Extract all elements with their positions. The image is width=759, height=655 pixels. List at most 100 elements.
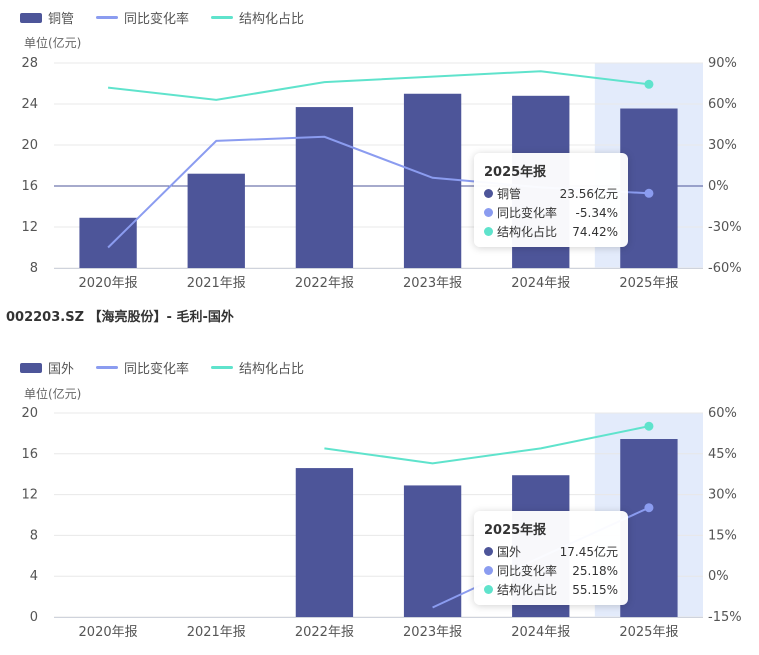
legend-item-bar[interactable]: 国外: [20, 358, 74, 377]
legend-line-swatch: [96, 366, 119, 369]
tooltip-row: 结构化占比 55.15%: [484, 580, 618, 599]
x-tick-label: 2024年报: [511, 276, 570, 291]
unit-label: 单位(亿元): [24, 387, 82, 401]
x-tick-label: 2023年报: [403, 625, 462, 640]
tooltip-value: 23.56亿元: [559, 187, 618, 201]
y-tick-label-right: 60%: [708, 97, 737, 112]
legend-item-yoy[interactable]: 同比变化率: [96, 358, 189, 377]
y-tick-label-left: 12: [21, 488, 38, 503]
y-tick-label-right: 30%: [708, 138, 737, 153]
tooltip-series-name: 同比变化率: [497, 206, 558, 220]
y-tick-label-left: 16: [21, 447, 38, 462]
bar: [403, 93, 462, 268]
x-tick-label: 2022年报: [295, 276, 354, 291]
y-tick-label-right: -15%: [708, 610, 742, 625]
x-tick-label: 2022年报: [295, 625, 354, 640]
y-tick-label-right: 60%: [708, 406, 737, 421]
share-line: [107, 70, 650, 101]
legend-bar-swatch: [20, 362, 42, 373]
legend: 国外 同比变化率 结构化占比: [20, 358, 304, 377]
legend-label: 同比变化率: [124, 12, 190, 27]
legend-label: 同比变化率: [124, 362, 190, 377]
x-tick-label: 2025年报: [619, 625, 678, 640]
legend-label: 结构化占比: [239, 12, 305, 27]
y-tick-label-right: 0%: [708, 569, 729, 584]
y-tick-label-left: 4: [30, 569, 38, 584]
bar: [620, 108, 678, 268]
y-tick-label-left: 28: [21, 56, 38, 71]
tooltip-row: 同比变化率 -5.34%: [484, 203, 618, 222]
share-line-point: [644, 79, 654, 89]
x-tick-label: 2021年报: [187, 276, 246, 291]
unit-label: 单位(亿元): [24, 36, 82, 50]
tooltip-value: -5.34%: [575, 205, 618, 220]
x-tick-label: 2023年报: [403, 276, 462, 291]
legend-line-swatch: [96, 16, 119, 19]
bar: [79, 217, 137, 268]
chart-plot: 0 4 8 12 16 20 -15% 0% 15% 30% 45% 60% 2020年报 2021年报 2…: [21, 406, 742, 640]
legend-item-share[interactable]: 结构化占比: [211, 358, 304, 377]
chart-title: 002203.SZ 【海亮股份】- 毛利-国外: [6, 310, 234, 325]
legend-item-bar[interactable]: 铜管: [20, 8, 74, 27]
tooltip-dot: [484, 227, 493, 236]
tooltip-dot: [484, 189, 493, 198]
legend-item-yoy[interactable]: 同比变化率: [96, 8, 189, 27]
y-tick-label-left: 12: [21, 220, 38, 235]
tooltip-dot: [484, 208, 493, 217]
y-tick-label-left: 20: [21, 406, 38, 421]
chart-plot: 8 12 16 20 24 28 -60% -30% 0% 30% 60% 90% 2020年报 2021…: [21, 56, 742, 291]
chart-overseas-gross-profit: 国外 同比变化率 结构化占比 单位(亿元) 0 4 8 12 16 20 -15% 0% 15%…: [0, 325, 759, 655]
tooltip-title: 2025年报: [484, 165, 547, 180]
tooltip-value: 25.18%: [572, 563, 618, 578]
x-tick-label: 2024年报: [511, 625, 570, 640]
tooltip-row: 铜管 23.56亿元: [484, 184, 618, 203]
legend-bar-swatch: [20, 12, 42, 23]
tooltip-title: 2025年报: [484, 523, 547, 538]
yoy-line-point: [644, 503, 654, 513]
share-line: [324, 425, 650, 465]
tooltip-dot: [484, 566, 493, 575]
y-tick-label-left: 8: [30, 528, 38, 543]
chart-copper-tube: 铜管 同比变化率 结构化占比 单位(亿元) 8 12 16 20 24 28 -60% -30…: [0, 0, 759, 300]
legend-label: 铜管: [48, 12, 75, 27]
y-tick-label-left: 16: [21, 179, 38, 194]
share-line-point: [644, 421, 654, 431]
yoy-line-point: [644, 188, 654, 198]
tooltip-series-name: 结构化占比: [497, 225, 558, 239]
tooltip-value: 74.42%: [572, 224, 618, 239]
tooltip-dot: [484, 547, 493, 556]
legend-label: 结构化占比: [239, 362, 305, 377]
y-tick-label-right: -30%: [708, 220, 742, 235]
x-tick-label: 2025年报: [619, 276, 678, 291]
legend-item-share[interactable]: 结构化占比: [211, 8, 304, 27]
bar: [620, 439, 678, 617]
y-tick-label-right: 90%: [708, 56, 737, 71]
legend-line-swatch: [211, 16, 234, 19]
x-tick-label: 2020年报: [79, 625, 138, 640]
tooltip-dot: [484, 585, 493, 594]
y-tick-label-right: -60%: [708, 261, 742, 276]
y-tick-label-left: 20: [21, 138, 38, 153]
y-tick-label-right: 30%: [708, 488, 737, 503]
x-tick-label: 2020年报: [79, 276, 138, 291]
y-tick-label-right: 15%: [708, 528, 737, 543]
tooltip-series-name: 同比变化率: [497, 564, 558, 578]
tooltip-value: 55.15%: [572, 582, 618, 597]
y-tick-label-left: 8: [30, 261, 38, 276]
tooltip: 2025年报 铜管 23.56亿元 同比变化率 -5.34% 结构化占比 74.…: [474, 153, 628, 247]
tooltip: 2025年报 国外 17.45亿元 同比变化率 25.18% 结构化占比 55.…: [474, 511, 628, 605]
bar: [295, 468, 354, 617]
y-tick-label-left: 24: [21, 97, 38, 112]
y-tick-label-right: 45%: [708, 447, 737, 462]
legend: 铜管 同比变化率 结构化占比: [20, 8, 304, 27]
legend-label: 国外: [48, 362, 75, 377]
tooltip-row: 国外 17.45亿元: [484, 542, 618, 561]
bar: [403, 485, 462, 617]
x-tick-label: 2021年报: [187, 625, 246, 640]
tooltip-series-name: 铜管: [497, 187, 522, 201]
bar: [187, 173, 245, 268]
tooltip-row: 同比变化率 25.18%: [484, 561, 618, 580]
tooltip-series-name: 结构化占比: [497, 583, 558, 597]
y-tick-label-left: 0: [30, 610, 38, 625]
bar: [295, 107, 354, 268]
